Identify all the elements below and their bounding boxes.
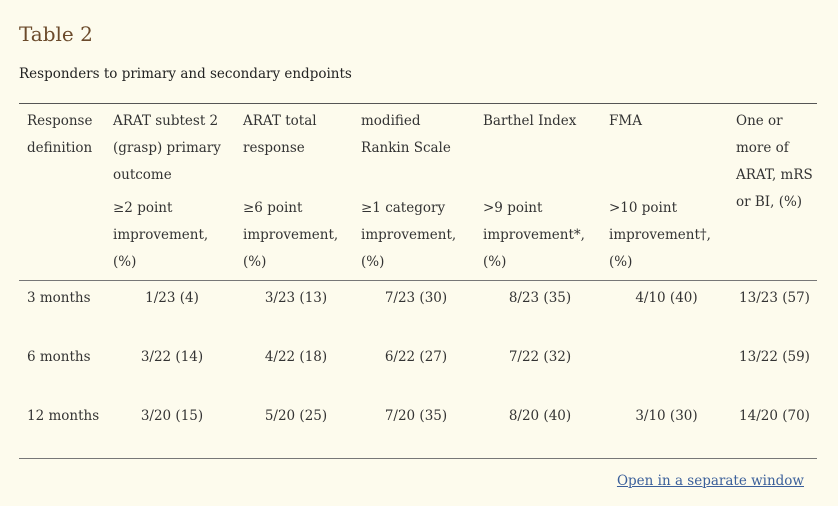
column-header: ARAT total response ≥6 point improvement,…	[235, 104, 353, 281]
column-header: modified Rankin Scale ≥1 category improve…	[353, 104, 475, 281]
column-threshold: >9 point improvement*, (%)	[483, 200, 585, 270]
table: Response definition ARAT subtest 2 (grasp…	[19, 103, 817, 459]
column-header: ARAT subtest 2 (grasp) primary outcome ≥2…	[105, 104, 235, 281]
table-cell: 13/22 (59)	[739, 349, 810, 365]
column-name: ARAT total response	[243, 113, 317, 156]
table-cell: 7/23 (30)	[384, 290, 448, 306]
table-head: Response definition ARAT subtest 2 (grasp…	[19, 103, 817, 281]
column-threshold: >10 point improvement†, (%)	[609, 200, 711, 270]
table-row: 12 months 3/20 (15) 5/20 (25) 7/20 (35) 8/20…	[19, 399, 817, 459]
table-cell: 8/23 (35)	[508, 290, 572, 306]
column-name: One or more of ARAT, mRS or BI, (%)	[736, 113, 813, 210]
column-name: ARAT subtest 2 (grasp) primary outcome	[113, 113, 221, 183]
column-header: Barthel Index >9 point improvement*, (%)	[475, 104, 601, 281]
row-label: 3 months	[27, 290, 91, 306]
table-cell: 3/10 (30)	[635, 408, 698, 424]
table-cell: 13/23 (57)	[739, 290, 810, 306]
column-name: modified Rankin Scale	[361, 113, 451, 156]
table-cell: 7/22 (32)	[508, 349, 572, 365]
table-cell: 6/22 (27)	[384, 349, 448, 365]
table-cell: 8/20 (40)	[508, 408, 572, 424]
table-cell: 3/23 (13)	[264, 290, 328, 306]
column-threshold: ≥1 category improvement, (%)	[361, 200, 457, 270]
table-body: 3 months 1/23 (4) 3/23 (13) 7/23 (30) 8/23 (…	[19, 281, 817, 459]
column-threshold: ≥2 point improvement, (%)	[113, 200, 209, 270]
column-header: FMA >10 point improvement†, (%)	[601, 104, 728, 281]
row-label: 6 months	[27, 349, 91, 365]
table-cell: 5/20 (25)	[264, 408, 328, 424]
table-caption: Responders to primary and secondary endp…	[19, 66, 352, 82]
table-cell: 7/20 (35)	[384, 408, 448, 424]
table-cell	[601, 340, 728, 399]
table-row: 6 months 3/22 (14) 4/22 (18) 6/22 (27) 7/22 …	[19, 340, 817, 399]
table-cell: 3/20 (15)	[140, 408, 204, 424]
column-header: One or more of ARAT, mRS or BI, (%)	[728, 104, 817, 281]
column-header: Response definition	[19, 104, 105, 281]
table-cell: 4/22 (18)	[264, 349, 328, 365]
table-cell: 3/22 (14)	[140, 349, 204, 365]
header-row: Response definition ARAT subtest 2 (grasp…	[19, 103, 817, 281]
column-threshold: ≥6 point improvement, (%)	[243, 200, 339, 270]
table-row: 3 months 1/23 (4) 3/23 (13) 7/23 (30) 8/23 (…	[19, 281, 817, 341]
row-label: 12 months	[27, 408, 100, 424]
column-name: Barthel Index	[483, 113, 577, 129]
table-title: Table 2	[19, 22, 93, 46]
open-window-link[interactable]: Open in a separate window	[616, 473, 804, 489]
table-cell: 14/20 (70)	[739, 408, 810, 424]
column-name: FMA	[609, 113, 642, 129]
table-cell: 1/23 (4)	[145, 290, 199, 306]
column-name: Response definition	[27, 113, 93, 156]
table-cell: 4/10 (40)	[635, 290, 698, 306]
